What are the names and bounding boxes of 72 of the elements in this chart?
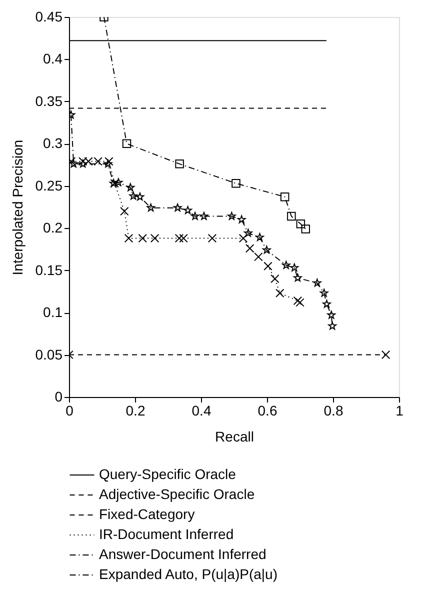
point: [200, 212, 208, 220]
point: [208, 234, 217, 243]
point: [244, 228, 252, 237]
point: [174, 234, 184, 243]
legend-label: Expanded Auto, P(u|a)P(a|u): [99, 566, 278, 582]
x-axis-title: Recall: [215, 428, 254, 444]
y-tick-label: 0.4: [43, 50, 63, 67]
point: [104, 160, 112, 168]
point: [237, 215, 246, 224]
point: [290, 263, 299, 272]
point: [173, 203, 182, 212]
point: [256, 233, 264, 242]
point: [245, 244, 254, 253]
y-tick-label: 0.3: [43, 135, 63, 152]
legend-label: Adjective-Specific Oracle: [99, 486, 255, 502]
y-tick-label: 0.1: [43, 304, 63, 320]
point: [262, 246, 271, 254]
x-tick-label: 0.2: [126, 402, 146, 418]
y-tick-label: 0.25: [35, 177, 63, 194]
legend-label: Fixed-Category: [99, 506, 195, 522]
point: [275, 288, 284, 298]
point: [138, 234, 147, 243]
point: [146, 203, 156, 212]
y-tick-label: 0.45: [35, 8, 63, 24]
point: [254, 252, 263, 262]
point: [320, 288, 328, 297]
x-tick-label: 0: [66, 402, 74, 418]
point: [184, 206, 192, 214]
point: [69, 160, 78, 168]
point: [301, 224, 310, 234]
y-tick-label: 0.35: [35, 92, 63, 109]
point: [150, 234, 160, 243]
point: [282, 260, 290, 269]
y-tick-label: 0.05: [35, 346, 63, 362]
point: [280, 192, 290, 202]
x-tick-label: 1: [396, 402, 404, 418]
point: [294, 274, 302, 282]
point: [122, 139, 132, 148]
point: [327, 310, 336, 319]
point: [322, 300, 331, 308]
y-tick-label: 0.2: [43, 220, 63, 236]
point: [190, 212, 200, 220]
point: [228, 212, 236, 220]
x-tick-label: 0.8: [324, 402, 344, 418]
x-tick-label: 0.6: [258, 402, 278, 418]
point: [179, 234, 188, 243]
y-axis-title: Interpolated Precision: [9, 140, 26, 276]
point: [293, 296, 302, 306]
legend-label: Answer-Document Inferred: [99, 546, 266, 562]
point: [312, 278, 322, 287]
point: [270, 274, 280, 284]
point: [232, 178, 240, 188]
point: [136, 192, 144, 200]
point: [129, 192, 138, 200]
point: [114, 178, 123, 186]
point: [175, 160, 184, 168]
point: [296, 220, 306, 228]
point: [264, 262, 272, 270]
point: [296, 298, 304, 307]
point: [328, 322, 337, 330]
y-tick-label: 0: [54, 388, 63, 404]
legend-label: IR-Document Inferred: [99, 526, 234, 542]
point: [120, 206, 129, 216]
point: [287, 212, 296, 221]
point: [78, 160, 88, 168]
point: [126, 183, 135, 192]
legend-label: Query-Specific Oracle: [99, 466, 236, 482]
x-tick-label: 0.4: [192, 402, 212, 418]
point: [124, 234, 134, 243]
y-tick-label: 0.15: [35, 262, 63, 278]
point: [238, 234, 248, 243]
point: [104, 157, 114, 166]
